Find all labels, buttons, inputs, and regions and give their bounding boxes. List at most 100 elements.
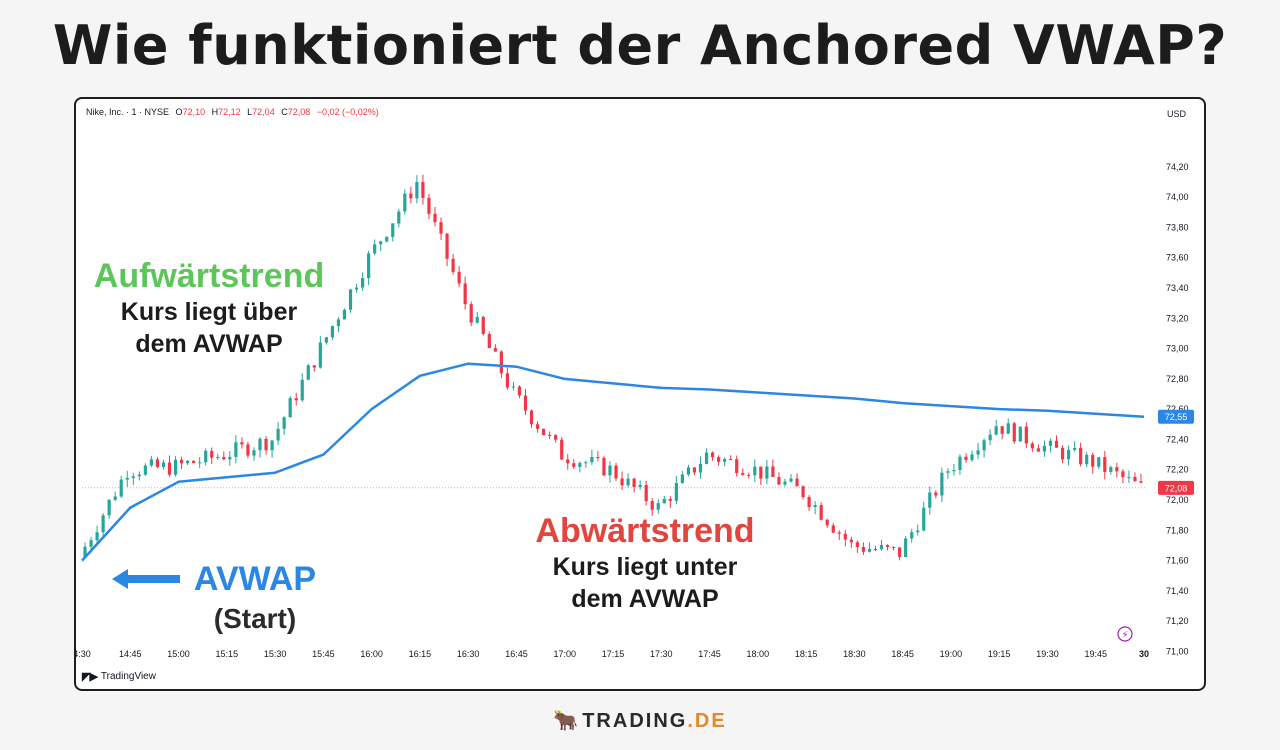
candle-body <box>336 319 341 327</box>
candle-body <box>783 481 787 485</box>
x-tick-label: 30 <box>1139 649 1149 659</box>
candle-body <box>596 457 600 459</box>
brand-name: TRADING <box>582 710 688 732</box>
bull-logo-icon: 🐂 <box>553 710 581 732</box>
candle-body <box>149 459 153 466</box>
candle-body <box>330 326 335 338</box>
candle-body <box>1091 454 1095 467</box>
candle-body <box>964 456 968 461</box>
x-tick-label: 16:15 <box>409 649 432 659</box>
y-tick-label: 72,60 <box>1166 404 1189 414</box>
candle-body <box>1054 440 1059 448</box>
x-tick-label: 17:00 <box>553 649 576 659</box>
candle-body <box>1024 426 1028 444</box>
candle-body <box>946 471 950 473</box>
candle-body <box>276 428 280 441</box>
y-tick-label: 72,80 <box>1166 374 1189 384</box>
candle-body <box>650 501 654 510</box>
avwap-start-arrow-icon <box>112 569 180 589</box>
close-value: 72,08 <box>287 107 311 117</box>
candle-body <box>753 466 757 476</box>
candle-body <box>608 465 612 476</box>
candle-body <box>457 271 461 284</box>
candle-body <box>572 463 576 467</box>
candle-body <box>391 223 395 237</box>
candle-body <box>469 304 473 323</box>
avwap-line <box>81 362 1145 562</box>
candle-body <box>264 438 268 451</box>
candle-body <box>704 452 709 464</box>
y-tick-label: 72,00 <box>1166 495 1189 505</box>
last-price-tag-text: 72,08 <box>1165 483 1188 493</box>
y-tick-label: 71,00 <box>1166 646 1189 656</box>
x-tick-label: 16:30 <box>457 649 480 659</box>
candle-body <box>493 348 497 352</box>
candle-body <box>246 444 250 456</box>
downtrend-annotation: Abwärtstrend Kurs liegt unter dem AVWAP <box>500 512 790 615</box>
candle-body <box>475 316 479 323</box>
candle-body <box>1079 447 1083 465</box>
candle-body <box>137 474 141 477</box>
x-tick-label: 18:30 <box>843 649 866 659</box>
candle-body <box>113 496 117 500</box>
candle-body <box>439 222 443 234</box>
candle-body <box>131 476 135 478</box>
candle-body <box>216 456 220 458</box>
candle-body <box>1121 471 1125 478</box>
price-chart[interactable]: 71,00 71,20 71,40 71,60 71,80 72,00 72,20 72,40… <box>76 99 1204 689</box>
candle-body <box>1097 457 1101 467</box>
tradingview-text: TradingView <box>100 671 156 682</box>
open-value: 72,10 <box>182 107 206 117</box>
x-tick-label: 17:15 <box>602 649 625 659</box>
candle-body <box>403 193 407 212</box>
x-tick-label: 17:45 <box>698 649 721 659</box>
candle-body <box>554 435 558 440</box>
alert-icon <box>1117 626 1133 642</box>
avwap-title: AVWAP <box>193 560 317 598</box>
currency-label[interactable]: USD <box>1166 109 1186 119</box>
x-tick-label: 15:30 <box>264 649 287 659</box>
candle-body <box>288 398 292 418</box>
candle-body <box>590 457 594 463</box>
candle-body <box>185 460 190 464</box>
candle-body <box>324 337 328 343</box>
candle-body <box>210 450 214 458</box>
candle-body <box>318 342 322 368</box>
candle-body <box>1048 440 1053 446</box>
candle-body <box>198 462 202 464</box>
candle-body <box>578 463 582 467</box>
y-tick-label: 71,40 <box>1166 586 1189 596</box>
change-value: −0,02 (−0,02%) <box>316 107 379 117</box>
candle-body <box>934 492 938 496</box>
footer-brand[interactable]: 🐂 TRADING.DE <box>0 708 1280 733</box>
candle-body <box>729 458 733 460</box>
tradingview-watermark[interactable]: ◤▶ TradingView <box>82 670 156 683</box>
candle-body <box>119 479 123 497</box>
x-tick-label: 19:30 <box>1036 649 1059 659</box>
candle-body <box>807 497 811 508</box>
candle-body <box>107 499 111 516</box>
candle-body <box>602 457 606 476</box>
candle-body <box>982 440 986 451</box>
x-tick-label: 4:30 <box>76 649 91 659</box>
y-tick-label: 71,80 <box>1166 525 1189 535</box>
candle-body <box>1085 454 1089 465</box>
candle-body <box>837 532 841 534</box>
candle-body <box>898 547 902 557</box>
candle-body <box>421 182 425 198</box>
candle-body <box>958 456 962 471</box>
y-tick-label: 73,00 <box>1166 344 1189 354</box>
low-label: L <box>247 107 253 117</box>
high-value: 72,12 <box>218 107 241 117</box>
candle-body <box>360 278 365 288</box>
y-tick-label: 73,60 <box>1166 253 1189 263</box>
candle-body <box>95 532 99 541</box>
candle-body <box>282 417 286 429</box>
candle-body <box>747 474 751 476</box>
chart-panel[interactable]: 71,00 71,20 71,40 71,60 71,80 72,00 72,20 72,40… <box>74 97 1206 691</box>
candle-body <box>831 525 835 533</box>
candle-body <box>698 463 703 473</box>
x-tick-label: 15:00 <box>167 649 190 659</box>
candle-body <box>1073 447 1077 450</box>
candle-body <box>523 395 528 411</box>
